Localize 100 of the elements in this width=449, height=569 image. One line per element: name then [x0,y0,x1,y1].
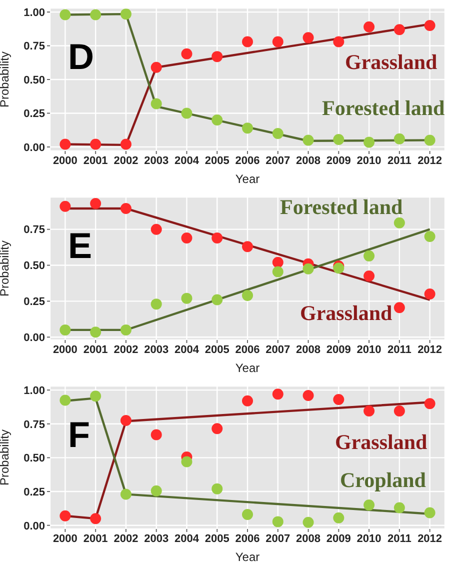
x-axis-title: Year [235,550,260,564]
point [60,200,71,212]
point [120,203,132,214]
point [90,326,102,338]
text: F [68,414,90,456]
point [302,516,314,528]
x-tick-label: 2004 [174,532,200,545]
x-tick-label: 2002 [114,344,138,356]
y-tick-label: 0.25 [24,108,45,120]
point [364,270,375,282]
point [150,224,162,235]
point [181,232,192,244]
x-tick-label: 2005 [204,344,230,356]
y-tick-label: 1.00 [24,6,45,19]
point [60,394,71,406]
point [333,394,344,406]
point [60,324,71,336]
point [212,294,223,306]
point [272,516,284,528]
point [90,198,102,209]
point [364,406,375,417]
series-label: Forested land [322,96,445,121]
x-tick-label: 2000 [52,154,78,167]
x-tick-label: 2006 [235,154,260,167]
series-label: Grassland [335,430,428,455]
point [90,390,102,402]
y-axis-title: Probability [0,429,12,486]
point [333,262,344,274]
y-tick-label: 0.50 [24,74,45,86]
x-tick-label: 2007 [266,344,290,356]
point [302,32,314,44]
point [60,138,71,150]
x-tick-label: 2004 [174,344,200,356]
x-tick-label: 2010 [356,154,382,167]
point [90,138,102,150]
point [272,36,284,48]
text: D [68,36,94,78]
x-tick-label: 2002 [114,154,138,167]
point [90,9,102,20]
x-tick-label: 2003 [144,344,169,356]
x-tick-label: 2010 [356,532,382,545]
point [394,24,405,36]
point [242,122,253,134]
point [394,133,405,144]
x-tick-label: 2007 [266,532,290,545]
point [242,395,253,406]
y-tick-label: 0.25 [24,486,45,498]
point [424,134,436,146]
point [364,500,375,511]
y-tick-label: 0.75 [24,40,45,53]
x-tick-label: 2012 [418,154,442,167]
x-tick-label: 2007 [266,154,290,167]
point [272,128,284,139]
text: E [68,225,92,267]
point [394,217,405,228]
x-tick-label: 2011 [387,154,412,167]
point [120,138,132,150]
point [212,423,223,434]
point [60,510,71,522]
point [181,292,192,304]
series-label: Cropland [340,468,426,493]
point [181,108,192,119]
x-tick-label: 2008 [296,532,321,545]
point [272,388,284,400]
y-tick-label: 0.25 [24,296,45,308]
point [424,398,436,410]
point [181,456,192,468]
x-tick-label: 2000 [52,532,78,545]
y-tick-label: 0.00 [24,332,45,344]
point [242,509,253,520]
point [120,488,132,500]
point [150,98,162,110]
point [272,256,284,268]
x-tick-label: 2001 [83,532,108,545]
point [60,9,71,20]
point [333,512,344,524]
point [302,134,314,146]
x-tick-label: 2011 [387,344,412,356]
y-tick-label: 0.50 [24,260,45,272]
x-tick-label: 2006 [235,532,260,545]
y-tick-label: 0.00 [24,142,45,154]
x-tick-label: 2001 [83,154,108,167]
y-tick-label: 1.00 [24,384,45,397]
x-tick-label: 2009 [326,532,351,545]
x-tick-label: 2009 [326,344,351,356]
x-tick-label: 2005 [204,532,230,545]
point [120,8,132,20]
y-tick-label: 0.00 [24,520,45,532]
x-tick-label: 2012 [418,344,442,356]
x-tick-label: 2005 [204,154,230,167]
x-axis-title: Year [235,172,260,186]
point [394,406,405,417]
point [424,231,436,242]
point [242,241,253,252]
y-axis-title: Probability [0,51,12,108]
x-tick-label: 2011 [387,532,412,545]
point [120,415,132,426]
point [90,513,102,524]
point [394,302,405,314]
x-tick-label: 2002 [114,532,138,545]
